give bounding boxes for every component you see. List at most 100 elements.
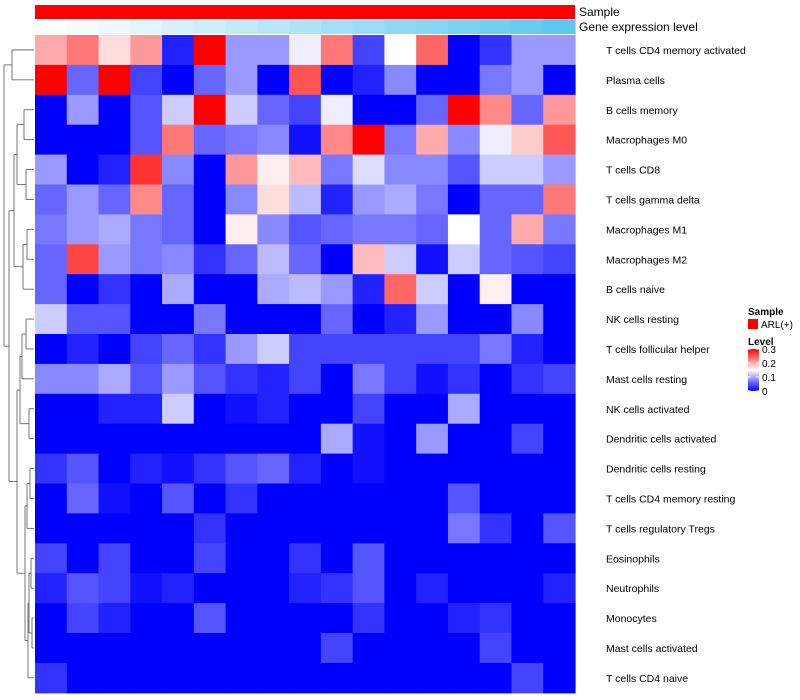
heatmap-cell	[352, 483, 386, 514]
heatmap-cell	[225, 393, 258, 425]
heatmap-cell	[543, 423, 576, 455]
heatmap-cell	[162, 64, 195, 96]
heatmap-cell	[479, 244, 513, 275]
legend-sample-swatch	[748, 319, 758, 329]
heatmap-cell	[98, 513, 131, 544]
heatmap-cell	[479, 94, 513, 126]
heatmap-cell	[130, 35, 163, 66]
heatmap-cell	[320, 393, 354, 425]
heatmap-cell	[320, 244, 354, 275]
heatmap-cell	[225, 64, 258, 96]
expression-track-cell	[320, 20, 354, 34]
heatmap-cell	[162, 214, 195, 245]
heatmap-cell	[511, 304, 544, 335]
heatmap-cell	[35, 244, 68, 275]
heatmap-cell	[320, 543, 354, 574]
heatmap-cell	[479, 334, 513, 365]
heatmap-cell	[130, 124, 163, 156]
heatmap-cell	[225, 483, 258, 514]
heatmap-cell	[447, 453, 481, 485]
heatmap-cell	[66, 423, 100, 455]
heatmap-cell	[447, 154, 481, 186]
heatmap-cell	[416, 304, 449, 335]
heatmap-cell	[511, 363, 544, 395]
heatmap-cell	[543, 304, 576, 335]
heatmap-cell	[193, 214, 227, 245]
expression-track-cell	[511, 20, 544, 34]
heatmap-cell	[479, 274, 513, 305]
heatmap-cell	[225, 573, 258, 604]
heatmap-cell	[479, 124, 513, 156]
heatmap-cell	[193, 633, 227, 664]
heatmap-cell	[66, 64, 100, 96]
annotation-tracks: Sample Gene expression level	[35, 5, 698, 34]
heatmap-cell	[447, 35, 481, 66]
heatmap-cell	[543, 64, 576, 96]
heatmap-cell	[35, 513, 68, 544]
heatmap-cell	[225, 214, 258, 245]
row-label: Macrophages M0	[606, 135, 687, 147]
heatmap-cell	[130, 94, 163, 126]
row-label: T cells CD4 naive	[606, 673, 688, 685]
heatmap-cell	[511, 124, 544, 156]
heatmap-cell	[320, 573, 354, 604]
heatmap-cell	[320, 154, 354, 186]
heatmap-cell	[352, 393, 386, 425]
heatmap-cell	[543, 35, 576, 66]
heatmap-cell	[289, 214, 322, 245]
heatmap-cell	[66, 393, 100, 425]
heatmap-cell	[416, 633, 449, 664]
heatmap-cell	[98, 573, 131, 604]
heatmap-cell	[66, 124, 100, 156]
heatmap-cell	[479, 363, 513, 395]
legend-level-title: Level	[748, 337, 774, 348]
heatmap-cell	[193, 453, 227, 485]
heatmap-cell	[447, 363, 481, 395]
heatmap-cell	[35, 304, 68, 335]
heatmap-cell	[447, 393, 481, 425]
heatmap-cell	[320, 334, 354, 365]
heatmap-cell	[511, 603, 544, 634]
heatmap-cell	[257, 274, 290, 305]
heatmap-cell	[98, 603, 131, 634]
heatmap-cell	[447, 64, 481, 96]
heatmap-cell	[66, 154, 100, 186]
heatmap-cell	[193, 184, 227, 215]
heatmap-cell	[511, 513, 544, 544]
heatmap-cell	[479, 214, 513, 245]
heatmap-cell	[320, 274, 354, 305]
heatmap-cell	[416, 513, 449, 544]
heatmap-cell	[130, 304, 163, 335]
heatmap-cell	[162, 154, 195, 186]
heatmap-cell	[511, 334, 544, 365]
heatmap-cell	[447, 543, 481, 574]
heatmap-cell	[479, 35, 513, 66]
heatmap-cell	[193, 274, 227, 305]
heatmap-cell	[416, 662, 449, 694]
heatmap-cell	[257, 633, 290, 664]
row-label: NK cells resting	[606, 314, 679, 326]
heatmap-cell	[447, 603, 481, 634]
heatmap-cell	[416, 94, 449, 126]
heatmap-cell	[35, 633, 68, 664]
heatmap-cell	[352, 94, 386, 126]
expression-track-cell	[193, 20, 227, 34]
heatmap-cell	[98, 304, 131, 335]
heatmap-cell	[66, 184, 100, 215]
heatmap-cell	[162, 94, 195, 126]
heatmap-cell	[289, 94, 322, 126]
heatmap-cell	[543, 393, 576, 425]
heatmap-cell	[162, 334, 195, 365]
heatmap-cell	[384, 184, 417, 215]
heatmap-cell	[543, 573, 576, 604]
heatmap-cell	[98, 244, 131, 275]
heatmap-cell	[225, 274, 258, 305]
heatmap-cell	[320, 363, 354, 395]
heatmap-cell	[384, 363, 417, 395]
heatmap-cell	[225, 423, 258, 455]
heatmap-cell	[511, 633, 544, 664]
heatmap-cell	[66, 363, 100, 395]
heatmap-cell	[35, 214, 68, 245]
heatmap-cell	[479, 184, 513, 215]
heatmap-cell	[447, 94, 481, 126]
